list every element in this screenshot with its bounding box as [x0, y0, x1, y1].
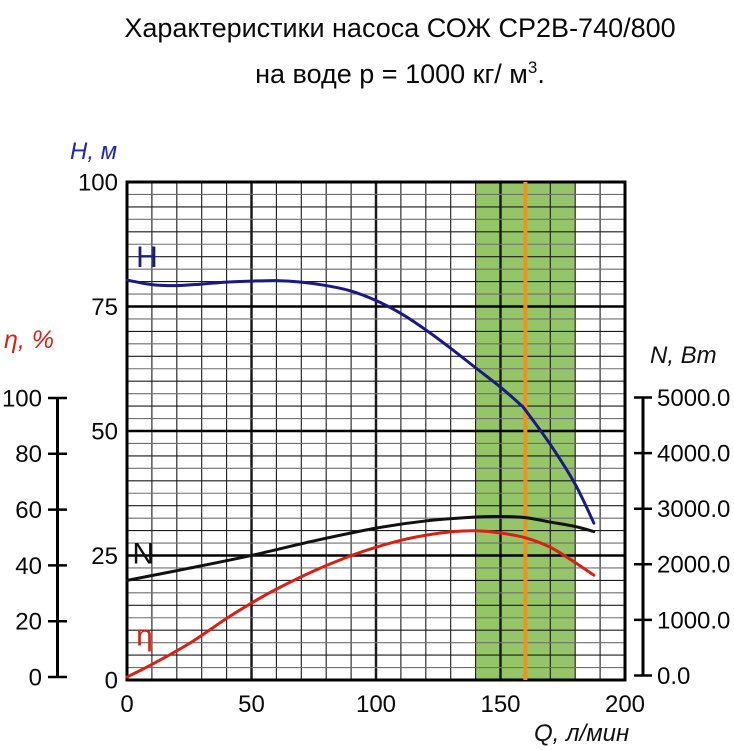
svg-text:0: 0 [29, 664, 42, 691]
svg-text:0: 0 [105, 667, 118, 694]
grid [125, 180, 627, 682]
svg-text:3000.0: 3000.0 [657, 496, 730, 523]
x-axis-ticks: 0 50 100 150 200 [120, 691, 645, 718]
n-axis: 0.0 1000.0 2000.0 3000.0 4000.0 5000.0 [634, 385, 730, 690]
h-axis-ticks: 0 25 50 75 100 [78, 169, 118, 694]
svg-text:200: 200 [605, 691, 645, 718]
curve-label-N: N [132, 538, 154, 571]
chart-title: Характеристики насоса СОЖ СР2В-740/800 н… [66, 8, 734, 94]
svg-text:75: 75 [91, 294, 118, 321]
svg-text:50: 50 [91, 418, 118, 445]
svg-text:25: 25 [91, 543, 118, 570]
superscript-3: 3 [527, 58, 538, 77]
svg-text:100: 100 [78, 169, 118, 196]
svg-text:60: 60 [15, 497, 42, 524]
h-axis-unit-label: H, м [70, 138, 118, 165]
svg-text:0.0: 0.0 [657, 663, 690, 690]
n-axis-unit-label: N, Вт [650, 342, 717, 369]
curve-label-H: H [136, 241, 158, 274]
svg-text:20: 20 [15, 609, 42, 636]
chart-title-line1: Характеристики насоса СОЖ СР2В-740/800 [124, 13, 676, 43]
svg-text:1000.0: 1000.0 [657, 607, 730, 634]
curve-label-eta: η [136, 620, 153, 653]
eta-axis: 0 20 40 60 80 100 [2, 385, 67, 691]
q-axis-unit-label: Q, л/мин [534, 720, 630, 747]
curve-H [125, 278, 596, 525]
chart-title-line2: на воде р = 1000 кг/ м3. [255, 58, 545, 89]
curve-eta [125, 529, 596, 679]
svg-text:0: 0 [120, 691, 133, 718]
eta-axis-unit-label: η, % [4, 326, 54, 354]
svg-text:4000.0: 4000.0 [657, 441, 730, 468]
svg-text:40: 40 [15, 553, 42, 580]
svg-text:80: 80 [15, 441, 42, 468]
svg-text:2000.0: 2000.0 [657, 552, 730, 579]
svg-text:100: 100 [356, 691, 396, 718]
svg-text:100: 100 [2, 385, 42, 412]
svg-text:50: 50 [238, 691, 265, 718]
curve-N [125, 514, 596, 582]
svg-text:5000.0: 5000.0 [657, 385, 730, 412]
svg-text:150: 150 [480, 691, 520, 718]
